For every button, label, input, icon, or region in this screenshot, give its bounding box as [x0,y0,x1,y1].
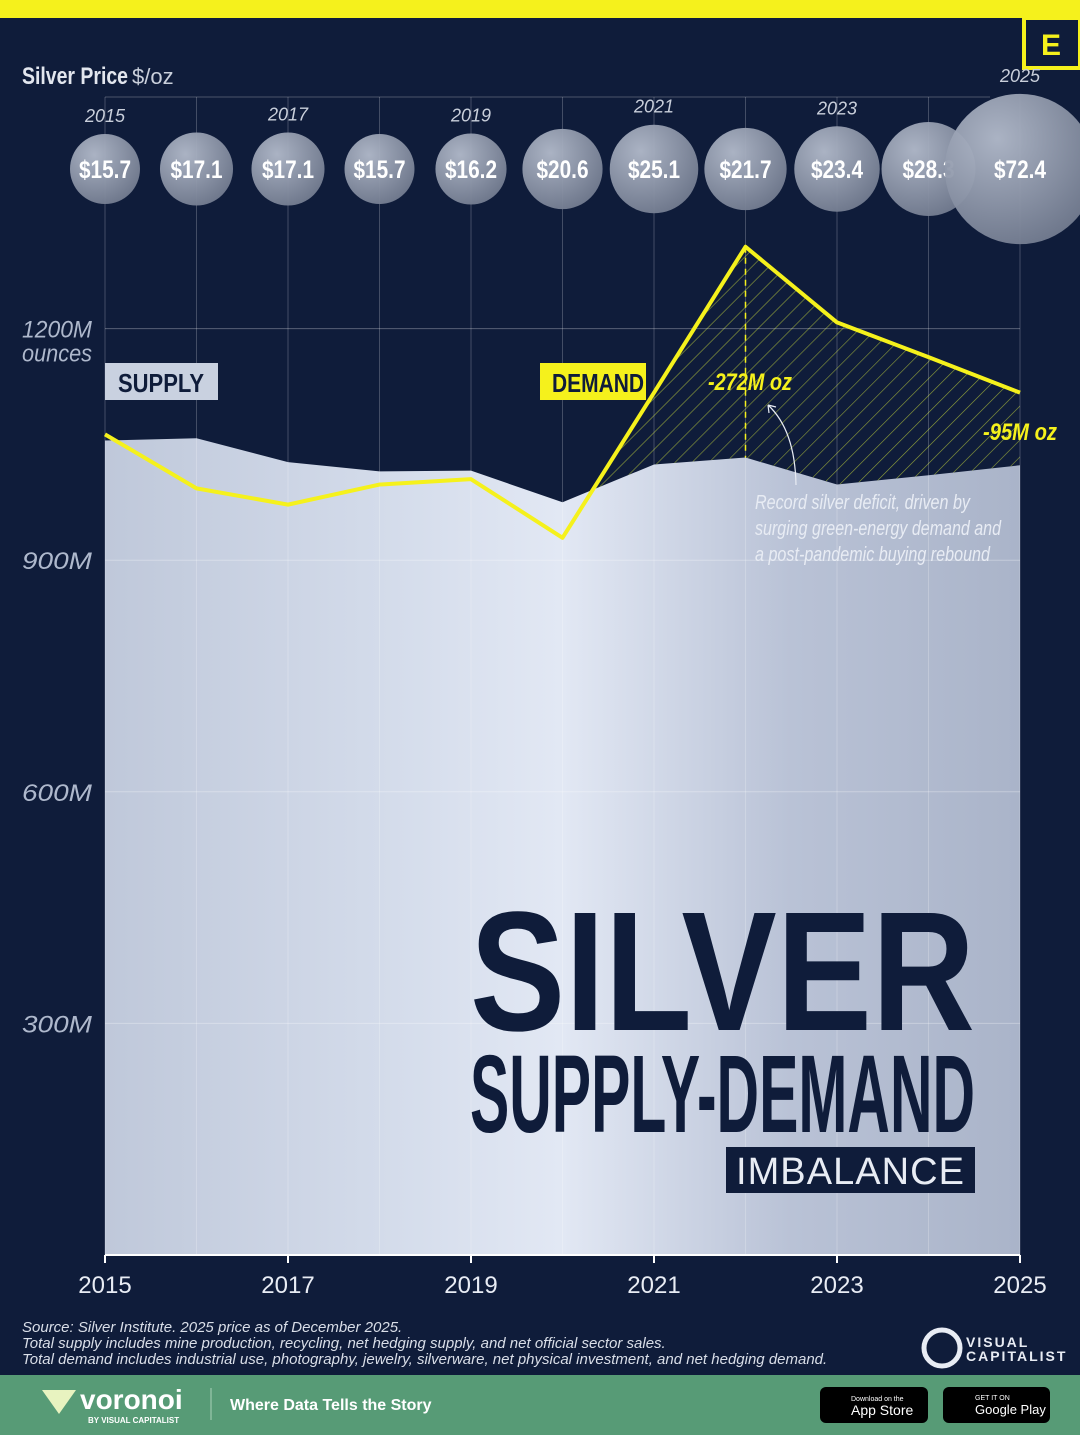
subtitle: SUPPLY-DEMAND [470,1033,975,1156]
price-label: $20.6 [537,156,589,184]
supply-label-box [105,363,218,400]
x-tick-label: 2015 [78,1272,131,1299]
logo-box [1022,16,1080,70]
annotation: -95M oz [983,419,1057,446]
price-label: $15.7 [354,156,406,184]
annotation-note: surging green-energy demand and [755,518,1002,540]
price-label: $16.2 [445,156,497,184]
annotation-arrow [767,404,797,486]
x-tick-label: 2017 [261,1272,314,1299]
voronoi-icon [42,1390,76,1414]
google-play[interactable] [943,1387,1050,1423]
price-bubble [522,128,603,210]
footer: Source: Silver Institute. 2025 price as … [0,1319,1080,1435]
annotation-note: a post-pandemic buying rebound [755,544,991,566]
price-bubble [794,126,880,212]
note: Total demand includes industrial use, ph… [22,1351,827,1368]
price-bubble [344,134,415,204]
x-tick-label: 2021 [627,1272,680,1299]
y-tick-label: 300M [22,1011,92,1038]
note: Total supply includes mine production, r… [22,1335,666,1352]
demand-label-box [540,363,646,400]
price-bubble [609,124,699,214]
price-title: Silver Price [22,63,128,90]
y-tick-label: 1200M [22,317,92,344]
price-year: 2019 [450,105,491,125]
footer-tagline: Where Data Tells the Story [230,1397,432,1414]
price-unit: $/oz [132,64,174,89]
y-tick-label: 900M [22,548,92,575]
vc-icon [921,1327,963,1369]
price-bubble [704,127,787,211]
google-play-small: GET IT ON [975,1395,1010,1402]
logo: E [1041,29,1061,62]
y-unit: ounces [22,341,92,368]
title: SILVER [470,877,975,1067]
price-bubble [159,132,234,206]
price-year: 2015 [84,106,126,126]
price-label: $25.1 [628,156,680,184]
source: Source: Silver Institute. 2025 price as … [22,1319,402,1336]
app-store[interactable] [820,1387,928,1423]
price-year: 2017 [267,104,309,124]
price-year: 2021 [633,97,674,117]
price-bubble [944,93,1080,245]
price-year: 2025 [999,66,1041,86]
annotation: -272M oz [708,369,792,396]
tagline: IMBALANCE [736,1151,964,1193]
brand: VISUAL [966,1334,1029,1350]
top-bar [0,0,1080,18]
x-tick-label: 2019 [444,1272,497,1299]
price-year: 2023 [816,98,857,118]
price-label: $21.7 [720,156,772,184]
price-bubble [435,133,507,205]
x-tick-label: 2023 [810,1272,863,1299]
price-label: $17.1 [262,156,314,184]
price-bubble [251,132,325,206]
google-play-text: Google Play [975,1402,1046,1417]
price-label: $72.4 [994,156,1046,184]
demand-line [103,244,1021,540]
brand: CAPITALIST [966,1348,1067,1364]
price-label: $17.1 [171,156,223,184]
app-store-small: Download on the [851,1396,904,1403]
app-store-text: App Store [851,1402,913,1418]
voronoi-by: BY VISUAL CAPITALIST [88,1416,179,1425]
title-block: SILVER SUPPLY-DEMAND IMBALANCE [470,877,975,1193]
price-label: $15.7 [79,156,131,184]
supply-area [105,438,1020,1255]
x-tick-label: 2025 [993,1272,1046,1299]
y-tick-label: 600M [22,780,92,807]
price-label: $23.4 [811,156,863,184]
annotation-note: Record silver deficit, driven by [755,492,971,514]
supply-label: SUPPLY [118,368,204,398]
voronoi: voronoi [80,1384,183,1415]
demand-label: DEMAND [552,368,644,398]
tagline-box [726,1147,975,1193]
price-bubble [70,134,140,204]
deficit-hatch [562,246,1020,503]
